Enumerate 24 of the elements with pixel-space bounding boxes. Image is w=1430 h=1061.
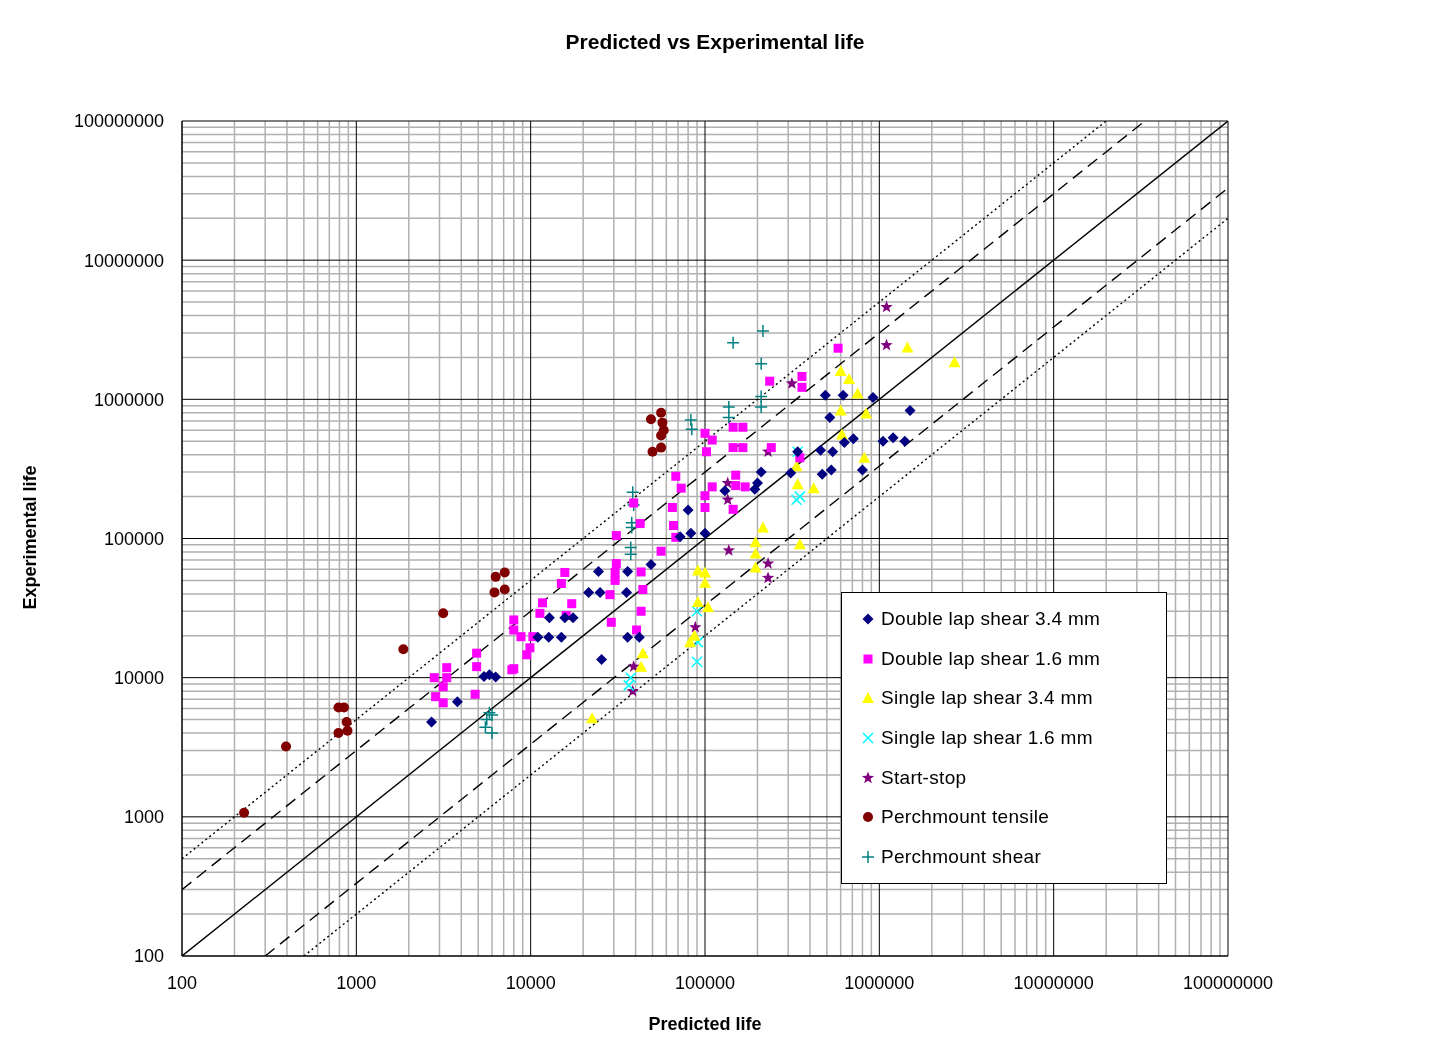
x-tick-label: 1000000 xyxy=(844,972,915,993)
x-tick-label: 10000 xyxy=(505,972,556,993)
x-tick-label: 100000000 xyxy=(1182,972,1274,993)
y-tick-label: 1000 xyxy=(123,807,164,828)
y-axis-title: Experimental life xyxy=(19,463,41,612)
y-tick-label: 100000000 xyxy=(73,111,164,132)
y-tick-label: 1000000 xyxy=(93,389,164,410)
x-tick-label: 100 xyxy=(166,972,198,993)
legend-label: Perchmount tensile xyxy=(881,806,1050,829)
legend-label: Start-stop xyxy=(881,766,967,789)
y-tick-label: 100 xyxy=(133,946,164,967)
x-tick-label: 1000 xyxy=(336,972,377,993)
legend-label: Double lap shear 1.6 mm xyxy=(881,647,1101,670)
x-axis-title: Predicted life xyxy=(647,1014,763,1035)
x-tick-label: 10000000 xyxy=(1013,972,1094,993)
y-tick-label: 10000 xyxy=(113,668,164,689)
legend-label: Perchmount shear xyxy=(881,845,1042,868)
legend-label: Double lap shear 3.4 mm xyxy=(881,607,1101,630)
chart-title: Predicted vs Experimental life xyxy=(564,30,866,54)
legend-label: Single lap shear 3.4 mm xyxy=(881,687,1093,710)
y-tick-label: 100000 xyxy=(103,528,164,549)
y-tick-label: 10000000 xyxy=(83,250,164,271)
x-tick-label: 100000 xyxy=(674,972,736,993)
legend-label: Single lap shear 1.6 mm xyxy=(881,726,1093,749)
